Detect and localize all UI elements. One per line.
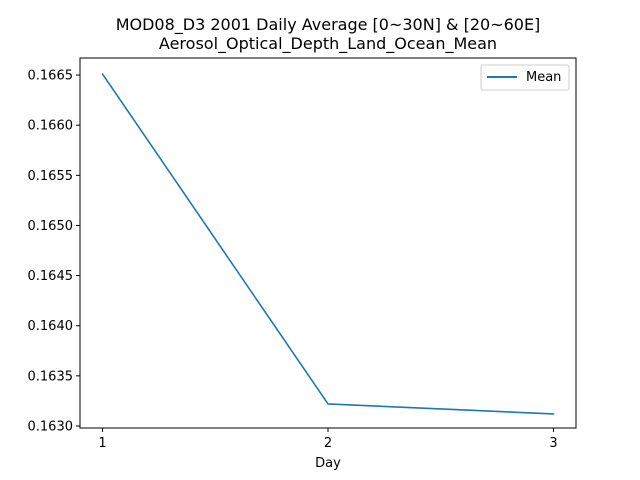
x-tick-label: 2 [324,436,332,451]
y-tick-label: 0.1635 [28,369,74,384]
y-axis: 0.1630 0.1635 0.1640 0.1645 0.1650 0.1655 0.16… [28,69,80,434]
series-layer [101,73,555,415]
chart-subtitle: Aerosol_Optical_Depth_Land_Ocean_Mean [159,34,497,54]
y-tick-label: 0.1665 [28,69,74,84]
series-line-mean [101,73,555,415]
legend: Mean [480,64,570,91]
x-tick-label: 1 [98,436,106,451]
y-tick-label: 0.1650 [28,219,74,234]
y-tick-label: 0.1645 [28,269,74,284]
x-tick-label: 3 [549,436,557,451]
chart-title: MOD08_D3 2001 Daily Average [0~30N] & [2… [116,15,541,35]
legend-box [480,64,570,91]
x-axis-label: Day [315,456,341,471]
x-axis: 1 2 3 [98,428,558,451]
y-tick-label: 0.1655 [28,169,74,184]
plot-frame [79,57,577,429]
y-tick-label: 0.1660 [28,119,74,134]
plot-area [79,57,577,429]
legend-label-mean: Mean [526,70,561,85]
y-tick-label: 0.1630 [28,419,74,434]
y-tick-label: 0.1640 [28,319,74,334]
